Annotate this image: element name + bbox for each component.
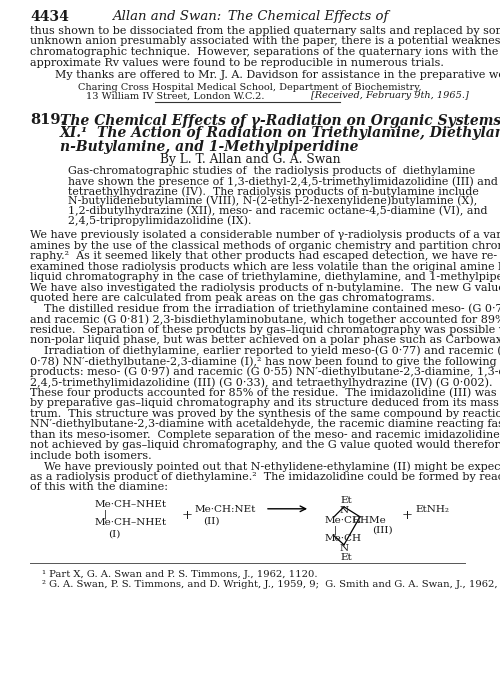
Text: thus shown to be dissociated from the applied quaternary salts and replaced by s: thus shown to be dissociated from the ap… <box>30 26 500 36</box>
Text: and racemic (G 0·81) 2,3-bisdiethylaminobutane, which together accounted for 89%: and racemic (G 0·81) 2,3-bisdiethylamino… <box>30 314 500 325</box>
Text: +: + <box>402 509 413 521</box>
Text: 13 William IV Street, London W.C.2.: 13 William IV Street, London W.C.2. <box>86 92 264 100</box>
Text: Me·CH–NHEt: Me·CH–NHEt <box>95 500 167 509</box>
Text: ¹ Part X, G. A. Swan and P. S. Timmons, J., 1962, 1120.: ¹ Part X, G. A. Swan and P. S. Timmons, … <box>42 570 318 579</box>
Text: 0·78) NN′-diethylbutane-2,3-diamine (I),² has now been found to give the followi: 0·78) NN′-diethylbutane-2,3-diamine (I),… <box>30 356 496 367</box>
Text: by preparative gas–liquid chromatography and its structure deduced from its mass: by preparative gas–liquid chromatography… <box>30 399 500 408</box>
Text: EtNH₂: EtNH₂ <box>415 504 449 514</box>
Text: Allan and Swan: The Chemical Effects of: Allan and Swan: The Chemical Effects of <box>112 10 388 23</box>
Text: raphy.²  As it seemed likely that other products had escaped detection, we have : raphy.² As it seemed likely that other p… <box>30 251 497 261</box>
Text: We have also investigated the radiolysis products of n-butylamine.  The new G va: We have also investigated the radiolysis… <box>30 282 500 293</box>
Text: Me·CH: Me·CH <box>325 534 362 543</box>
Text: N: N <box>340 506 349 515</box>
Text: products: meso- (G 0·97) and racemic (G 0·55) NN′-diethylbutane-2,3-diamine, 1,3: products: meso- (G 0·97) and racemic (G … <box>30 367 500 378</box>
Text: of this with the diamine:: of this with the diamine: <box>30 482 168 492</box>
Text: N-butylidenebutylamine (VIII), N-(2-ethyl-2-hexenylidene)butylamine (X),: N-butylidenebutylamine (VIII), N-(2-ethy… <box>68 196 477 206</box>
Text: Irradiation of diethylamine, earlier reported to yield meso-(G 0·77) and racemic: Irradiation of diethylamine, earlier rep… <box>30 346 500 356</box>
Text: 1,2-dibutylhydrazine (XII), meso- and racemic octane-4,5-diamine (VI), and: 1,2-dibutylhydrazine (XII), meso- and ra… <box>68 206 488 217</box>
Text: (III): (III) <box>372 526 392 535</box>
Text: than its meso-isomer.  Complete separation of the meso- and racemic imidazolidin: than its meso-isomer. Complete separatio… <box>30 430 500 440</box>
Text: have shown the presence of 1,3-diethyl-2,4,5-trimethylimidazolidine (III) and: have shown the presence of 1,3-diethyl-2… <box>68 177 498 187</box>
Text: quoted here are calculated from peak areas on the gas chromatograms.: quoted here are calculated from peak are… <box>30 293 435 304</box>
Text: NN′-diethylbutane-2,3-diamine with acetaldehyde, the racemic diamine reacting fa: NN′-diethylbutane-2,3-diamine with aceta… <box>30 420 500 429</box>
Text: 819.: 819. <box>30 113 66 128</box>
Text: The distilled residue from the irradiation of triethylamine contained meso- (G 0: The distilled residue from the irradiati… <box>30 304 500 314</box>
Text: residue.  Separation of these products by gas–liquid chromatography was possible: residue. Separation of these products by… <box>30 325 500 335</box>
Text: trum.  This structure was proved by the synthesis of the same compound by reacti: trum. This structure was proved by the s… <box>30 409 500 419</box>
Text: My thanks are offered to Mr. J. A. Davidson for assistance in the preparative wo: My thanks are offered to Mr. J. A. David… <box>55 70 500 80</box>
Text: unknown anion presumably associated with the paper, there is a potential weaknes: unknown anion presumably associated with… <box>30 37 500 46</box>
Text: We have previously isolated a considerable number of γ-radiolysis products of a : We have previously isolated a considerab… <box>30 230 500 240</box>
Text: tetraethylhydrazine (IV).  The radiolysis products of n-butylamine include: tetraethylhydrazine (IV). The radiolysis… <box>68 186 479 197</box>
Text: Et: Et <box>340 496 352 504</box>
Text: XI.¹  The Action of Radiation on Triethylamine, Diethylamine,: XI.¹ The Action of Radiation on Triethyl… <box>60 126 500 141</box>
Text: amines by the use of the classical methods of organic chemistry and partition ch: amines by the use of the classical metho… <box>30 241 500 251</box>
Text: The Chemical Effects of γ-Radiation on Organic Systems.  Part: The Chemical Effects of γ-Radiation on O… <box>60 113 500 128</box>
Text: examined those radiolysis products which are less volatile than the original ami: examined those radiolysis products which… <box>30 262 500 272</box>
Text: These four products accounted for 85% of the residue.  The imidazolidine (III) w: These four products accounted for 85% of… <box>30 388 500 399</box>
Text: N: N <box>340 544 349 553</box>
Text: 2,4,5-tripropylimidazolidine (IX).: 2,4,5-tripropylimidazolidine (IX). <box>68 215 252 226</box>
Text: n-Butylamine, and 1-Methylpiperidine: n-Butylamine, and 1-Methylpiperidine <box>60 139 358 153</box>
Text: Charing Cross Hospital Medical School, Department of Biochemistry,: Charing Cross Hospital Medical School, D… <box>78 83 422 92</box>
Text: approximate Rv values were found to be reproducible in numerous trials.: approximate Rv values were found to be r… <box>30 58 444 67</box>
Text: include both isomers.: include both isomers. <box>30 451 152 461</box>
Text: Et: Et <box>340 553 352 562</box>
Text: ² G. A. Swan, P. S. Timmons, and D. Wright, J., 1959, 9;  G. Smith and G. A. Swa: ² G. A. Swan, P. S. Timmons, and D. Wrig… <box>42 580 500 589</box>
Text: |: | <box>334 526 337 535</box>
Text: non-polar liquid phase, but was better achieved on a polar phase such as Carbowa: non-polar liquid phase, but was better a… <box>30 335 500 346</box>
Text: 4434: 4434 <box>30 10 69 24</box>
Text: Me·CH: Me·CH <box>325 516 362 525</box>
Text: liquid chromatography in the case of triethylamine, diethylamine, and 1-methylpi: liquid chromatography in the case of tri… <box>30 272 500 282</box>
Text: (I): (I) <box>108 530 120 539</box>
Text: +: + <box>182 509 193 521</box>
Text: By L. T. Allan and G. A. Swan: By L. T. Allan and G. A. Swan <box>160 153 340 166</box>
Text: 2,4,5-trimethylimidazolidine (III) (G 0·33), and tetraethylhydrazine (IV) (G 0·0: 2,4,5-trimethylimidazolidine (III) (G 0·… <box>30 378 492 388</box>
Text: [Received, February 9th, 1965.]: [Received, February 9th, 1965.] <box>311 92 469 100</box>
Text: chromatographic technique.  However, separations of the quaternary ions with the: chromatographic technique. However, sepa… <box>30 47 500 57</box>
Text: We have previously pointed out that N-ethylidene-ethylamine (II) might be expect: We have previously pointed out that N-et… <box>30 461 500 472</box>
Text: not achieved by gas–liquid chromatography, and the G value quoted would therefor: not achieved by gas–liquid chromatograph… <box>30 440 500 450</box>
Text: (II): (II) <box>203 517 220 526</box>
Text: |: | <box>104 510 107 519</box>
Text: Gas-chromatographic studies of  the radiolysis products of  diethylamine: Gas-chromatographic studies of the radio… <box>68 166 475 177</box>
Text: Me·CH–NHEt: Me·CH–NHEt <box>95 518 167 527</box>
Text: Me·CH:NEt: Me·CH:NEt <box>195 504 256 514</box>
Text: as a radiolysis product of diethylamine.²  The imidazolidine could be formed by : as a radiolysis product of diethylamine.… <box>30 472 500 482</box>
Text: CHMe: CHMe <box>352 516 386 525</box>
